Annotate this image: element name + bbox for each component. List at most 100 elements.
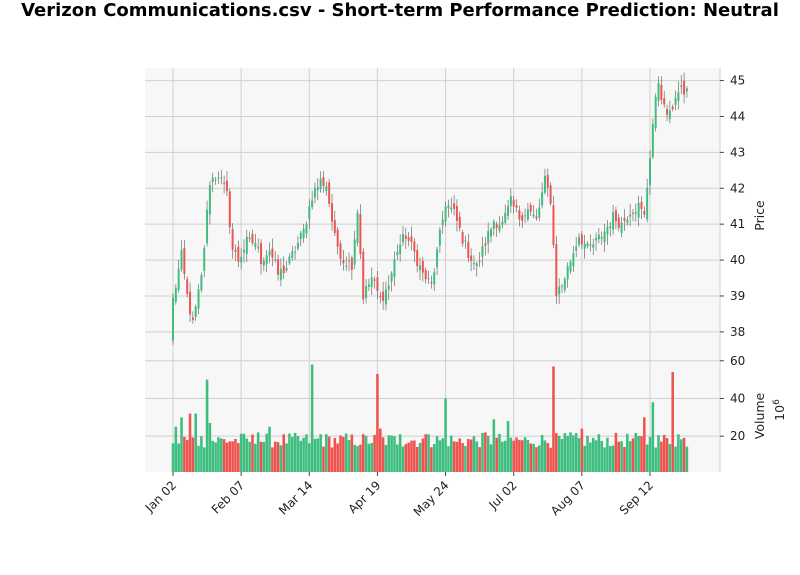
- candle-up: [214, 179, 217, 181]
- volume-bar: [259, 441, 263, 472]
- candle-down: [430, 282, 433, 284]
- candle-down: [225, 180, 228, 192]
- candle-down: [362, 251, 365, 300]
- volume-bar: [288, 433, 291, 472]
- volume-tick-label: 40: [730, 391, 745, 405]
- volume-bar: [290, 437, 294, 472]
- candle-up: [501, 221, 504, 225]
- volume-bar: [435, 436, 439, 472]
- candle-up: [345, 265, 348, 267]
- volume-bar: [674, 446, 677, 472]
- volume-axis-label: Volume: [752, 392, 767, 439]
- candle-down: [379, 296, 382, 298]
- volume-bar: [626, 433, 629, 472]
- volume-bar: [501, 441, 504, 472]
- volume-bar: [302, 437, 305, 472]
- candle-up: [563, 279, 566, 290]
- volume-bar: [256, 432, 260, 472]
- volume-bar: [325, 434, 328, 472]
- volume-bar: [478, 447, 481, 472]
- volume-bar: [677, 434, 680, 472]
- volume-unit-label: 106: [772, 399, 787, 421]
- volume-bar: [237, 443, 240, 472]
- candle-up: [541, 192, 544, 206]
- volume-bar: [211, 440, 215, 472]
- candle-down: [359, 214, 362, 254]
- candle-down: [453, 203, 456, 209]
- volume-bar: [381, 437, 385, 472]
- candle-up: [248, 237, 251, 240]
- candles: [172, 72, 688, 345]
- x-tick-label: Sep 12: [617, 478, 656, 517]
- volume-bar: [580, 428, 584, 472]
- candle-up: [367, 284, 370, 287]
- volume-bar: [464, 446, 467, 472]
- volume-bar: [543, 440, 547, 472]
- volume-bar: [458, 438, 462, 472]
- volume-bar: [577, 438, 581, 472]
- candle-down: [623, 218, 626, 221]
- candle-down: [373, 279, 376, 281]
- candle-up: [677, 92, 680, 101]
- candle-down: [223, 182, 226, 184]
- volume-bar: [526, 439, 530, 472]
- volume-bar: [356, 446, 359, 472]
- volume-bar: [239, 433, 243, 472]
- price-tick-label: 38: [730, 325, 745, 339]
- volume-bar: [421, 438, 425, 472]
- candle-up: [444, 206, 447, 222]
- volume-bar: [299, 440, 303, 472]
- candle-up: [504, 212, 507, 223]
- volume-bar: [305, 434, 308, 472]
- volume-bar: [174, 426, 178, 472]
- volume-bar: [591, 437, 595, 472]
- candle-down: [671, 106, 674, 110]
- volume-bar: [415, 446, 419, 472]
- candle-up: [291, 251, 294, 258]
- candle-up: [680, 85, 683, 88]
- volume-bar: [208, 422, 212, 472]
- volume-bar: [546, 442, 550, 472]
- candle-up: [492, 221, 495, 229]
- volume-bar: [273, 441, 277, 472]
- candle-up: [575, 246, 578, 251]
- candle-up: [532, 214, 535, 217]
- candle-up: [319, 178, 322, 190]
- volume-bar: [660, 441, 663, 472]
- volume-bar: [597, 434, 601, 472]
- candle-down: [350, 257, 353, 270]
- volume-bar: [603, 447, 606, 472]
- volume-bar: [171, 443, 175, 472]
- candle-up: [441, 219, 444, 226]
- price-tick-label: 45: [730, 74, 745, 88]
- volume-bar: [268, 426, 271, 472]
- volume-bar: [293, 432, 297, 472]
- volume-bar: [634, 433, 638, 472]
- volume-bar: [200, 436, 203, 472]
- candle-up: [498, 225, 501, 231]
- volume-bar: [322, 446, 325, 472]
- volume-bar: [489, 444, 493, 472]
- price-axis-label: Price: [752, 200, 767, 231]
- candle-up: [543, 175, 546, 193]
- candle-down: [631, 212, 634, 214]
- price-tick-label: 41: [730, 217, 745, 231]
- candle-up: [427, 277, 430, 279]
- candle-up: [524, 215, 527, 217]
- candle-down: [342, 259, 345, 264]
- candle-up: [200, 275, 203, 291]
- candle-up: [569, 261, 572, 272]
- volume-bar: [537, 445, 541, 472]
- candle-up: [649, 158, 651, 185]
- volume-bar: [191, 437, 195, 472]
- candle-down: [580, 234, 583, 245]
- volume-bar: [475, 441, 479, 472]
- candle-up: [197, 289, 200, 309]
- candle-down: [228, 191, 231, 228]
- volume-bar: [384, 444, 388, 472]
- volume-bar: [262, 441, 266, 472]
- candle-down: [186, 279, 189, 294]
- candle-down: [336, 229, 339, 247]
- volume-bar: [484, 432, 487, 472]
- volume-bar: [645, 444, 649, 472]
